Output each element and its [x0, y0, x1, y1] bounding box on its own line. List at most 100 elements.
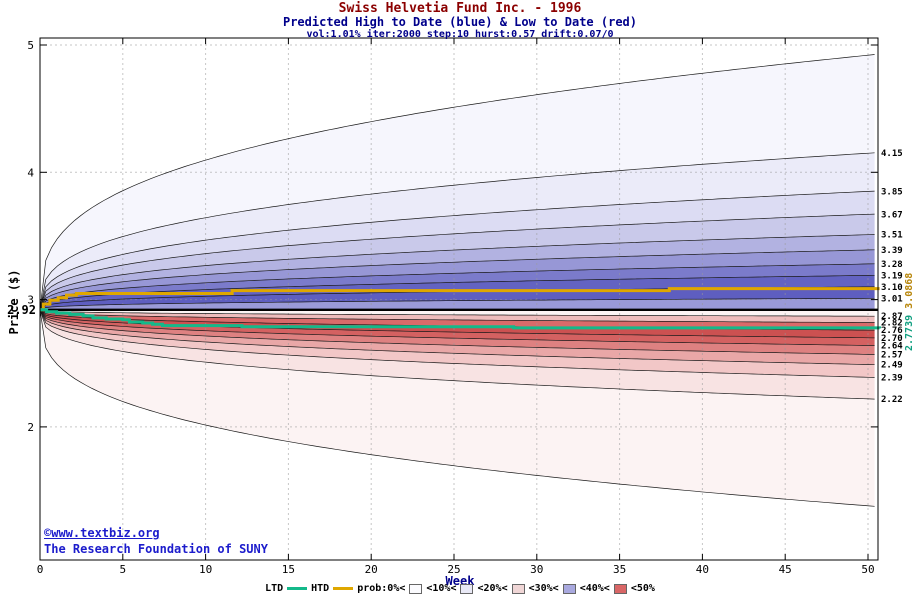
watermark: ©www.textbiz.org The Research Foundation… — [44, 526, 268, 557]
right-edge-label-low: 2.70 — [881, 334, 903, 344]
x-tick-label: 50 — [861, 563, 874, 576]
prob-band-low-5 — [40, 309, 875, 355]
x-tick-label: 30 — [530, 563, 543, 576]
x-tick-label: 25 — [447, 563, 460, 576]
x-tick-label: 5 — [119, 563, 126, 576]
legend-label: LTD — [265, 583, 284, 594]
boundary-curve — [39, 213, 875, 310]
right-edge-label-high: 3.85 — [881, 187, 903, 197]
legend-label: <10%< — [426, 583, 457, 594]
prob-swatch-50 — [613, 583, 627, 594]
right-edge-label-low: 2.87 — [881, 312, 903, 322]
boundary-curve — [39, 263, 875, 310]
boundary-curve — [39, 309, 875, 323]
prob-band-low-8 — [40, 309, 875, 400]
y-tick-label: 4 — [27, 166, 34, 179]
prob-band-high-3 — [40, 214, 875, 310]
boundary-curve — [39, 309, 875, 400]
ltd-final-value: 2.7739 — [904, 314, 915, 351]
x-tick-label: 45 — [779, 563, 792, 576]
legend-label: <20%< — [477, 583, 508, 594]
x-tick-label: 10 — [199, 563, 212, 576]
y-axis-title: Price ($) — [7, 269, 21, 335]
boundary-curve — [39, 297, 875, 311]
right-edge-label-low: 2.57 — [881, 350, 903, 360]
right-edge-label-high: 3.10 — [881, 283, 903, 293]
right-edge-label-high: 3.28 — [881, 260, 903, 270]
legend-label: <50% — [630, 583, 655, 594]
legend-label: <30%< — [528, 583, 559, 594]
chart-parameters: vol:1.01% iter:2000 step:10 hurst:0.57 d… — [306, 29, 614, 41]
prob-swatch-20 — [460, 583, 474, 594]
prob-band-low-3 — [40, 309, 875, 338]
prob-band-high-4 — [40, 234, 875, 310]
right-edge-label-low: 2.39 — [881, 373, 903, 383]
right-edge-label-high: 3.51 — [881, 231, 903, 241]
htd-step-line — [40, 287, 880, 312]
boundary-curve — [39, 309, 875, 378]
prob-swatch-40 — [562, 583, 576, 594]
boundary-curve — [39, 309, 875, 507]
plot-border — [39, 37, 879, 561]
prob-band-high-1 — [40, 152, 875, 310]
y-tick-label: 3 — [27, 294, 34, 307]
boundary-curve — [39, 309, 875, 366]
prob-band-low-0 — [40, 309, 875, 317]
prob-swatch-10 — [409, 583, 423, 594]
boundary-curve — [39, 190, 875, 310]
prob-band-high-6 — [40, 263, 875, 310]
x-tick-label: 0 — [37, 563, 44, 576]
boundary-curve — [39, 309, 875, 355]
prob-band-low-7 — [40, 309, 875, 378]
boundary-curve — [39, 234, 875, 310]
chart-subtitle: Predicted High to Date (blue) & Low to D… — [282, 15, 637, 30]
right-edge-label-high: 3.39 — [881, 246, 903, 256]
prob-band-low-6 — [40, 309, 875, 365]
y-tick-label: 2 — [27, 421, 34, 434]
start-price-label: 2.92 — [7, 303, 36, 317]
boundary-curve — [39, 309, 875, 317]
final-values-rotated-label: 2.7739 3.0868 — [904, 273, 915, 351]
legend-label: <40%< — [579, 583, 610, 594]
htd-final-value: 3.0868 — [904, 272, 915, 309]
prob-band-low-4 — [40, 309, 875, 346]
chart-header: Swiss Helvetia Fund Inc. - 1996 Predicte… — [0, 1, 920, 41]
right-edge-label-low: 2.49 — [881, 361, 903, 371]
boundary-curve — [39, 54, 875, 310]
right-edge-label-high: 3.19 — [881, 271, 903, 281]
watermark-link[interactable]: ©www.textbiz.org — [44, 526, 160, 540]
right-edge-label-high: 3.01 — [881, 294, 903, 304]
watermark-org: The Research Foundation of SUNY — [44, 541, 268, 556]
right-edge-label-low: 2.82 — [881, 319, 903, 329]
x-tick-label: 20 — [365, 563, 378, 576]
prob-swatch-30 — [511, 583, 525, 594]
prob-band-high-2 — [40, 191, 875, 310]
htd-line-swatch — [333, 587, 354, 590]
right-edge-label-high: 3.67 — [881, 210, 903, 220]
right-edge-label-high: 4.15 — [881, 149, 903, 159]
legend: LTD HTD prob:0%< <10%< <20%< <30%< <40%< <50% — [0, 583, 920, 594]
right-edge-label-low: 2.76 — [881, 326, 903, 336]
prob-band-high-5 — [40, 249, 875, 310]
prob-band-high-7 — [40, 275, 875, 310]
legend-label: HTD — [311, 583, 330, 594]
boundary-curve — [39, 274, 875, 311]
x-tick-label: 15 — [282, 563, 295, 576]
chart-title: Swiss Helvetia Fund Inc. - 1996 — [338, 1, 582, 16]
right-edge-label-low: 2.64 — [881, 341, 903, 351]
prob-band-high-0 — [40, 54, 875, 310]
final-values-space — [904, 309, 915, 315]
legend-label: prob:0%< — [357, 583, 406, 594]
prob-band-high-8 — [40, 286, 875, 310]
x-tick-label: 35 — [613, 563, 626, 576]
boundary-curve — [39, 152, 875, 310]
boundary-curve — [39, 249, 875, 310]
ltd-line-swatch — [287, 587, 308, 590]
y-tick-label: 5 — [27, 39, 34, 52]
prob-band-high-9 — [40, 298, 875, 310]
prob-band-low-9 — [40, 309, 875, 507]
right-edge-label-low: 2.22 — [881, 395, 903, 405]
ltd-step-line — [40, 308, 882, 330]
x-tick-label: 40 — [696, 563, 709, 576]
